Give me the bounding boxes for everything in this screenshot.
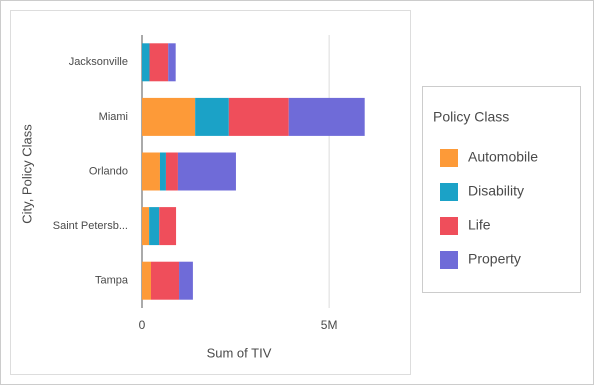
bar-segment xyxy=(159,152,166,191)
y-axis-title: City, Policy Class xyxy=(19,124,34,224)
legend-label: Automobile xyxy=(468,149,538,165)
bar-segment xyxy=(159,207,177,246)
bar-segment xyxy=(149,207,160,246)
bar-segment xyxy=(288,97,365,136)
bar-segment xyxy=(165,152,178,191)
legend-title: Policy Class xyxy=(433,109,509,125)
y-tick-label: Orlando xyxy=(89,165,128,177)
legend-label: Disability xyxy=(468,183,524,199)
chart-card xyxy=(10,10,411,375)
bar-segment xyxy=(228,97,289,136)
x-axis-title: Sum of TIV xyxy=(207,345,272,360)
bar-segment xyxy=(142,152,160,191)
x-tick-label: 5M xyxy=(321,318,338,332)
y-tick-label: Miami xyxy=(99,111,128,123)
bar-segment xyxy=(168,43,176,82)
bar-segment xyxy=(150,261,180,300)
legend-swatch xyxy=(440,251,458,269)
y-tick-label: Tampa xyxy=(95,275,129,287)
legend-swatch xyxy=(440,149,458,167)
y-tick-label: Jacksonville xyxy=(69,56,128,68)
bar-segment xyxy=(142,43,150,82)
bar-segment xyxy=(177,152,236,191)
legend-label: Life xyxy=(468,217,491,233)
y-tick-label: Saint Petersb... xyxy=(53,220,128,232)
legend-swatch xyxy=(440,183,458,201)
bar-segment xyxy=(142,207,150,246)
bar-segment xyxy=(149,43,169,82)
bar-segment xyxy=(142,97,196,136)
legend-swatch xyxy=(440,217,458,235)
bar-segment xyxy=(179,261,193,300)
x-tick-label: 0 xyxy=(139,318,146,332)
legend-label: Property xyxy=(468,251,521,267)
bar-segment xyxy=(142,261,151,300)
bar-segment xyxy=(195,97,229,136)
